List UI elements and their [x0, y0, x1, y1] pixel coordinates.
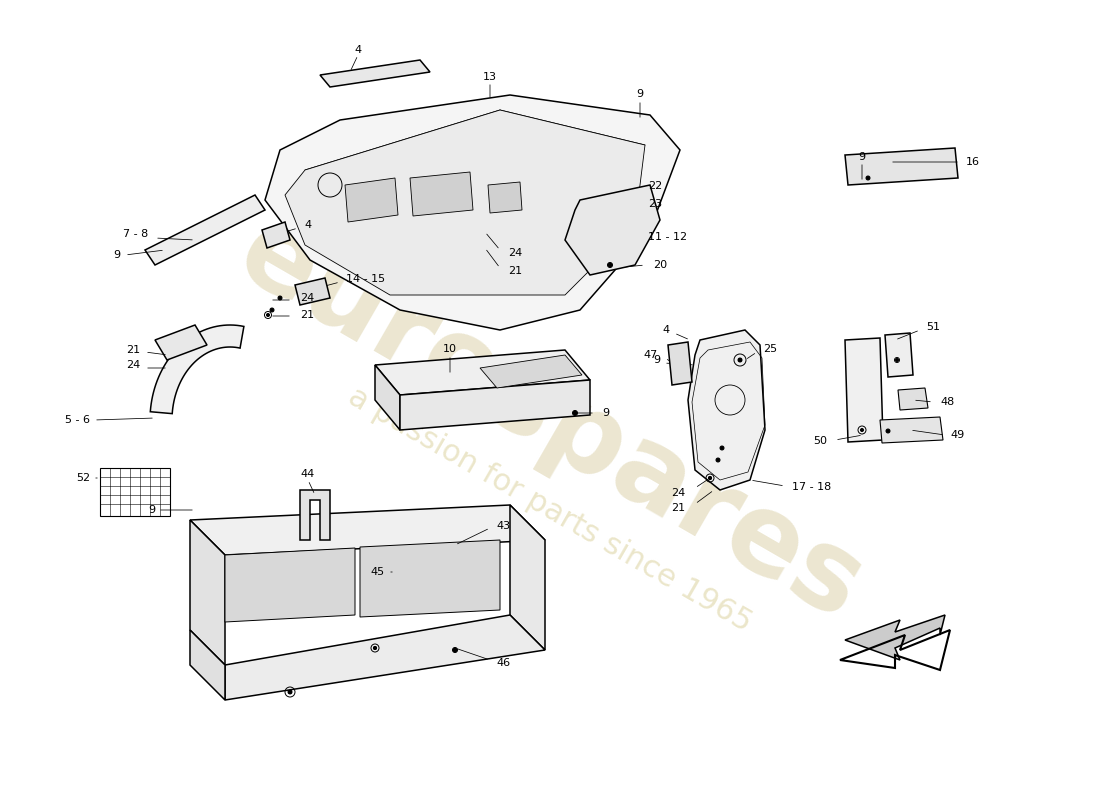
Polygon shape: [226, 548, 355, 622]
Bar: [100, 468, 170, 516]
Text: 51: 51: [926, 322, 940, 332]
Polygon shape: [285, 110, 645, 295]
Text: 45: 45: [371, 567, 385, 577]
Text: 7 - 8: 7 - 8: [123, 229, 148, 239]
Polygon shape: [145, 195, 265, 265]
Text: 16: 16: [966, 157, 980, 167]
Polygon shape: [845, 615, 945, 660]
Text: 48: 48: [940, 397, 955, 407]
Polygon shape: [262, 222, 290, 248]
Polygon shape: [375, 365, 400, 430]
Text: 9: 9: [858, 152, 866, 162]
Polygon shape: [488, 182, 522, 213]
Polygon shape: [898, 388, 928, 410]
Polygon shape: [226, 615, 544, 700]
Circle shape: [270, 308, 274, 312]
Polygon shape: [320, 60, 430, 87]
Text: 21: 21: [508, 266, 522, 276]
Text: 21: 21: [125, 345, 140, 355]
Circle shape: [708, 477, 712, 479]
Polygon shape: [668, 342, 692, 385]
Polygon shape: [510, 505, 544, 650]
Polygon shape: [190, 630, 226, 700]
Text: 13: 13: [483, 72, 497, 82]
Circle shape: [860, 429, 864, 431]
Circle shape: [288, 690, 292, 694]
Text: 17 - 18: 17 - 18: [792, 482, 832, 492]
Polygon shape: [688, 330, 764, 490]
Text: 21: 21: [671, 503, 685, 513]
Text: 24: 24: [300, 293, 315, 303]
Circle shape: [374, 646, 376, 650]
Text: 24: 24: [125, 360, 140, 370]
Text: 46: 46: [496, 658, 510, 668]
Text: 24: 24: [508, 248, 522, 258]
Polygon shape: [345, 178, 398, 222]
Text: 9: 9: [637, 89, 644, 99]
Circle shape: [895, 358, 899, 362]
Polygon shape: [480, 355, 582, 388]
Polygon shape: [360, 540, 500, 617]
Circle shape: [738, 358, 741, 362]
Circle shape: [452, 647, 458, 653]
Circle shape: [886, 429, 890, 433]
Circle shape: [738, 358, 742, 362]
Circle shape: [288, 690, 292, 694]
Text: 10: 10: [443, 344, 456, 354]
Circle shape: [607, 262, 613, 267]
Text: a passion for parts since 1965: a passion for parts since 1965: [343, 382, 757, 638]
Text: 52: 52: [76, 473, 90, 483]
Circle shape: [374, 646, 376, 650]
Circle shape: [708, 477, 712, 479]
Text: 47: 47: [644, 350, 658, 360]
Polygon shape: [375, 350, 590, 395]
Polygon shape: [886, 333, 913, 377]
Text: 22: 22: [648, 181, 662, 191]
Circle shape: [716, 458, 720, 462]
Text: 21: 21: [300, 310, 315, 320]
Text: 50: 50: [813, 436, 827, 446]
Polygon shape: [155, 325, 207, 360]
Text: 44: 44: [301, 469, 315, 479]
Circle shape: [720, 446, 724, 450]
Polygon shape: [410, 172, 473, 216]
Text: 9: 9: [653, 355, 660, 365]
Text: 43: 43: [496, 521, 510, 531]
Text: 9: 9: [147, 505, 155, 515]
Polygon shape: [400, 380, 590, 430]
Polygon shape: [880, 417, 943, 443]
Polygon shape: [845, 338, 883, 442]
Text: 4: 4: [354, 45, 362, 55]
Text: 9: 9: [113, 250, 120, 260]
Text: eurospares: eurospares: [219, 198, 881, 642]
Text: 4: 4: [304, 220, 311, 230]
Circle shape: [572, 410, 578, 415]
Polygon shape: [190, 520, 226, 665]
Text: 5 - 6: 5 - 6: [65, 415, 90, 425]
Text: 25: 25: [763, 344, 777, 354]
Circle shape: [866, 176, 870, 180]
Polygon shape: [151, 325, 244, 414]
Text: 24: 24: [671, 488, 685, 498]
Text: 4: 4: [663, 325, 670, 335]
Circle shape: [266, 314, 270, 317]
Text: 23: 23: [648, 199, 662, 209]
Circle shape: [278, 296, 282, 300]
Text: 20: 20: [653, 260, 667, 270]
Text: 49: 49: [950, 430, 965, 440]
Polygon shape: [565, 185, 660, 275]
Text: 11 - 12: 11 - 12: [648, 232, 688, 242]
Text: 14 - 15: 14 - 15: [346, 274, 385, 284]
Polygon shape: [295, 278, 330, 305]
Polygon shape: [265, 95, 680, 330]
Polygon shape: [190, 505, 544, 555]
Polygon shape: [845, 148, 958, 185]
Text: 9: 9: [602, 408, 609, 418]
Polygon shape: [300, 490, 330, 540]
